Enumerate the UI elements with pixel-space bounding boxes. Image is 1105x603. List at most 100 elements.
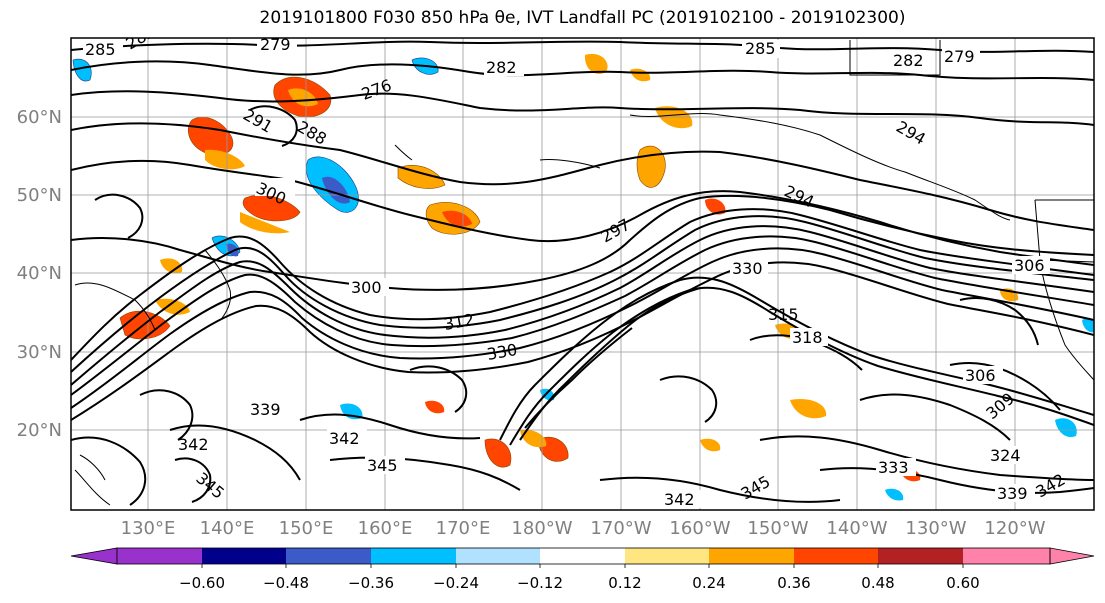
contour-label: 342 bbox=[329, 429, 360, 448]
contour-label-bg bbox=[83, 40, 123, 58]
contour-label: 333 bbox=[878, 458, 909, 477]
contour-line bbox=[659, 375, 718, 423]
contour-label-bg bbox=[876, 458, 916, 476]
contour-line bbox=[71, 215, 1094, 373]
lat-label: 60°N bbox=[17, 107, 62, 128]
anomaly-patch bbox=[584, 53, 608, 75]
contour-line bbox=[71, 261, 1094, 421]
colorbar-segment bbox=[878, 548, 963, 564]
colorbar-segment bbox=[709, 548, 794, 564]
contour-label: 324 bbox=[990, 446, 1021, 465]
colorbar-tick-label: −0.24 bbox=[433, 574, 479, 592]
contour-label-bg bbox=[257, 38, 297, 54]
contour-line bbox=[71, 60, 1094, 81]
lon-label: 130°E bbox=[121, 518, 176, 539]
anomaly-patch bbox=[205, 149, 245, 170]
contour-label-bg bbox=[255, 178, 295, 196]
colorbar-segment bbox=[286, 548, 371, 564]
lon-label: 160°E bbox=[358, 518, 413, 539]
colorbar-outline bbox=[116, 547, 1051, 565]
contour-label-bg bbox=[349, 278, 389, 296]
lon-label: 140°W bbox=[826, 518, 887, 539]
colorbar-tick-label: −0.12 bbox=[517, 574, 563, 592]
colorbar-segment bbox=[963, 548, 1050, 564]
contour-line bbox=[94, 193, 144, 239]
anomaly-patch bbox=[322, 176, 350, 204]
contour-label-bg bbox=[790, 328, 828, 346]
contour-label-bg bbox=[995, 484, 1035, 502]
contour-line bbox=[599, 476, 841, 503]
colorbar-tick-label: −0.36 bbox=[348, 574, 394, 592]
colorbar-tick-label: −0.60 bbox=[179, 574, 225, 592]
longitude-labels: 130°E 140°E 150°E 160°E 170°E 180°W 170°… bbox=[121, 518, 1046, 539]
contour-line bbox=[71, 194, 1094, 291]
lat-label: 20°N bbox=[17, 420, 62, 441]
lon-label: 160°W bbox=[669, 518, 730, 539]
coastline bbox=[74, 454, 111, 506]
contour-line bbox=[71, 122, 1094, 231]
contour-label: 306 bbox=[1014, 256, 1045, 275]
contour-label-bg bbox=[988, 446, 1028, 464]
contour-label-bg bbox=[248, 400, 288, 418]
contour-label: 339 bbox=[250, 400, 281, 419]
lon-label: 130°W bbox=[905, 518, 966, 539]
anomaly-patch bbox=[700, 438, 721, 452]
contour-label-bg bbox=[963, 366, 1003, 384]
contour-line bbox=[509, 286, 1094, 446]
lon-label: 170°E bbox=[436, 518, 491, 539]
contour-label: 306 bbox=[965, 366, 996, 385]
contour-line bbox=[71, 235, 1094, 396]
lon-label: 150°E bbox=[279, 518, 334, 539]
colorbar-segment bbox=[625, 548, 709, 564]
anomaly-patch bbox=[72, 58, 92, 82]
anomaly-patch bbox=[242, 194, 301, 222]
anomaly-patch bbox=[1055, 418, 1077, 438]
contour-label: 279 bbox=[260, 35, 291, 54]
colorbar-tick-label: 0.24 bbox=[692, 574, 725, 592]
lon-label: 140°E bbox=[200, 518, 255, 539]
contour-line bbox=[174, 457, 212, 503]
anomaly-patch bbox=[705, 198, 726, 215]
contour-line bbox=[299, 413, 481, 440]
contour-line bbox=[71, 436, 147, 506]
contour-label-bg bbox=[365, 456, 405, 474]
contour-label-bg bbox=[327, 429, 367, 447]
contour-line bbox=[949, 362, 1061, 411]
contour-label: 285 bbox=[745, 39, 776, 58]
lon-label: 180°W bbox=[511, 518, 572, 539]
contour-line bbox=[71, 90, 1094, 126]
anomaly-patch bbox=[540, 388, 555, 401]
contour-line bbox=[759, 435, 1094, 481]
anomaly-patch bbox=[240, 212, 290, 234]
colorbar-segment bbox=[540, 548, 625, 564]
contour-label: 318 bbox=[792, 328, 823, 347]
contour-line bbox=[71, 208, 1094, 361]
contour-label: 285 bbox=[85, 40, 116, 59]
contour-label-bg bbox=[1012, 256, 1050, 274]
plot-title: 2019101800 F030 850 hPa θe, IVT Landfall… bbox=[259, 8, 906, 28]
lat-label: 30°N bbox=[17, 342, 62, 363]
colorbar-segment bbox=[371, 548, 456, 564]
colorbar-segment bbox=[117, 548, 202, 564]
colorbar-segment bbox=[456, 548, 540, 564]
lon-label: 170°W bbox=[590, 518, 651, 539]
colorbar-segment bbox=[794, 548, 878, 564]
colorbar-tick-label: −0.48 bbox=[263, 574, 309, 592]
colorbar-max-arrow bbox=[1049, 547, 1095, 565]
contour-line bbox=[819, 467, 1094, 494]
contour-line bbox=[71, 247, 1094, 409]
colorbar-min-arrow bbox=[70, 547, 118, 565]
colorbar-segment bbox=[202, 548, 286, 564]
contour-label: 345 bbox=[367, 456, 398, 475]
anomaly-patch bbox=[885, 488, 904, 501]
lat-label: 50°N bbox=[17, 185, 62, 206]
anomaly-patch bbox=[442, 210, 472, 227]
contour-line bbox=[859, 393, 1011, 441]
map-border bbox=[70, 37, 1095, 511]
latitude-labels: 60°N 50°N 40°N 30°N 20°N bbox=[17, 107, 62, 441]
colorbar-ticks: −0.60 −0.48 −0.36 −0.24 −0.12 0.12 0.24 … bbox=[179, 574, 980, 592]
contour-label: 300 bbox=[351, 278, 382, 297]
contour-label: 282 bbox=[486, 58, 517, 77]
colorbar-tick-label: 0.48 bbox=[861, 574, 894, 592]
